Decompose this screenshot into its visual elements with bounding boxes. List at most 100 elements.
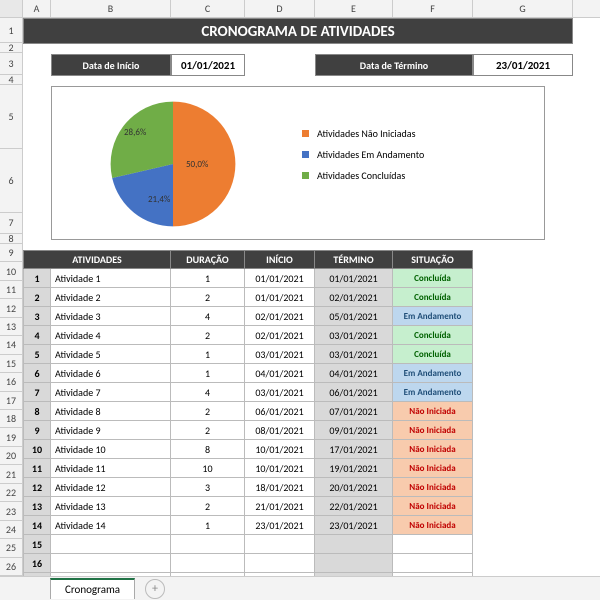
cell-start[interactable] <box>245 535 315 554</box>
cell-id[interactable]: 8 <box>23 402 51 421</box>
cell-id[interactable]: 10 <box>23 440 51 459</box>
table-row-empty[interactable]: 16 <box>23 554 573 573</box>
cell-start[interactable]: 23/01/2021 <box>245 516 315 535</box>
row-header-17[interactable]: 17 <box>0 392 22 410</box>
cell-status[interactable]: Não Iniciada <box>393 402 473 421</box>
table-row[interactable]: 4Atividade 4202/01/202103/01/2021Concluí… <box>23 326 573 345</box>
cell-start[interactable]: 10/01/2021 <box>245 440 315 459</box>
cell-start[interactable]: 01/01/2021 <box>245 288 315 307</box>
cell-activity[interactable]: Atividade 6 <box>51 364 171 383</box>
cell-end[interactable]: 06/01/2021 <box>315 383 393 402</box>
cell-duration[interactable]: 2 <box>171 288 245 307</box>
cell-end[interactable]: 07/01/2021 <box>315 402 393 421</box>
table-row[interactable]: 5Atividade 5103/01/202103/01/2021Concluí… <box>23 345 573 364</box>
cell-status[interactable]: Não Iniciada <box>393 421 473 440</box>
cell-id[interactable]: 13 <box>23 497 51 516</box>
cell-end[interactable] <box>315 554 393 573</box>
cell-activity[interactable] <box>51 554 171 573</box>
cell-end[interactable]: 05/01/2021 <box>315 307 393 326</box>
cell-end[interactable]: 04/01/2021 <box>315 364 393 383</box>
col-header-F[interactable]: F <box>393 0 473 17</box>
cell-end[interactable]: 19/01/2021 <box>315 459 393 478</box>
cell-id[interactable]: 7 <box>23 383 51 402</box>
cell-duration[interactable]: 2 <box>171 421 245 440</box>
row-header-4[interactable]: 4 <box>0 75 22 85</box>
cell-duration[interactable] <box>171 554 245 573</box>
cell-duration[interactable]: 1 <box>171 364 245 383</box>
cell-start[interactable]: 08/01/2021 <box>245 421 315 440</box>
table-row[interactable]: 9Atividade 9208/01/202109/01/2021Não Ini… <box>23 421 573 440</box>
row-header-11[interactable]: 11 <box>0 281 22 299</box>
cell-activity[interactable]: Atividade 7 <box>51 383 171 402</box>
cell-activity[interactable]: Atividade 3 <box>51 307 171 326</box>
cell-id[interactable]: 4 <box>23 326 51 345</box>
cell-id[interactable]: 12 <box>23 478 51 497</box>
cell-end[interactable]: 23/01/2021 <box>315 516 393 535</box>
cell-start[interactable]: 01/01/2021 <box>245 269 315 288</box>
cell-start[interactable]: 03/01/2021 <box>245 383 315 402</box>
cell-status[interactable]: Concluída <box>393 269 473 288</box>
row-header-5[interactable]: 5 <box>0 85 22 149</box>
col-header-E[interactable]: E <box>315 0 393 17</box>
cell-duration[interactable]: 2 <box>171 402 245 421</box>
cell-activity[interactable]: Atividade 10 <box>51 440 171 459</box>
cell-id[interactable]: 9 <box>23 421 51 440</box>
cell-activity[interactable]: Atividade 14 <box>51 516 171 535</box>
row-header-15[interactable]: 15 <box>0 355 22 373</box>
cell-status[interactable]: Não Iniciada <box>393 440 473 459</box>
table-row[interactable]: 14Atividade 14123/01/202123/01/2021Não I… <box>23 516 573 535</box>
cell-end[interactable]: 22/01/2021 <box>315 497 393 516</box>
cell-status[interactable]: Concluída <box>393 326 473 345</box>
cell-status[interactable]: Não Iniciada <box>393 459 473 478</box>
cell-status[interactable]: Não Iniciada <box>393 478 473 497</box>
cell-duration[interactable]: 1 <box>171 269 245 288</box>
cell-duration[interactable]: 3 <box>171 478 245 497</box>
cell-activity[interactable]: Atividade 4 <box>51 326 171 345</box>
table-row[interactable]: 11Atividade 111010/01/202119/01/2021Não … <box>23 459 573 478</box>
table-row[interactable]: 10Atividade 10810/01/202117/01/2021Não I… <box>23 440 573 459</box>
cell-start[interactable]: 06/01/2021 <box>245 402 315 421</box>
row-header-21[interactable]: 21 <box>0 465 22 483</box>
cell-status[interactable] <box>393 554 473 573</box>
cell-end[interactable]: 03/01/2021 <box>315 326 393 345</box>
row-header-14[interactable]: 14 <box>0 336 22 354</box>
cell-activity[interactable]: Atividade 2 <box>51 288 171 307</box>
cell-start[interactable]: 04/01/2021 <box>245 364 315 383</box>
row-header-9[interactable]: 9 <box>0 244 22 262</box>
cell-id[interactable]: 16 <box>23 554 51 573</box>
row-header-23[interactable]: 23 <box>0 502 22 520</box>
cell-status[interactable]: Em Andamento <box>393 307 473 326</box>
cell-activity[interactable]: Atividade 11 <box>51 459 171 478</box>
sheet-tab-cronograma[interactable]: Cronograma <box>50 578 135 599</box>
cell-activity[interactable]: Atividade 8 <box>51 402 171 421</box>
cell-duration[interactable]: 1 <box>171 345 245 364</box>
cell-end[interactable]: 02/01/2021 <box>315 288 393 307</box>
cell-start[interactable]: 10/01/2021 <box>245 459 315 478</box>
row-header-16[interactable]: 16 <box>0 373 22 391</box>
pie-chart[interactable]: 50,0% 21,4% 28,6% Atividades Não Iniciad… <box>51 86 545 240</box>
cell-end[interactable] <box>315 535 393 554</box>
cell-duration[interactable]: 4 <box>171 383 245 402</box>
cell-status[interactable]: Em Andamento <box>393 383 473 402</box>
row-header-6[interactable]: 6 <box>0 149 22 213</box>
cell-duration[interactable]: 4 <box>171 307 245 326</box>
cell-id[interactable]: 6 <box>23 364 51 383</box>
cell-start[interactable]: 03/01/2021 <box>245 345 315 364</box>
cell-start[interactable]: 21/01/2021 <box>245 497 315 516</box>
table-row[interactable]: 8Atividade 8206/01/202107/01/2021Não Ini… <box>23 402 573 421</box>
cell-start[interactable]: 02/01/2021 <box>245 326 315 345</box>
col-header-C[interactable]: C <box>171 0 245 17</box>
row-header-1[interactable]: 1 <box>0 18 22 43</box>
end-date-value[interactable]: 23/01/2021 <box>473 54 573 76</box>
cell-status[interactable]: Não Iniciada <box>393 516 473 535</box>
cell-activity[interactable]: Atividade 9 <box>51 421 171 440</box>
cell-duration[interactable]: 2 <box>171 326 245 345</box>
cell-start[interactable]: 02/01/2021 <box>245 307 315 326</box>
row-header-2[interactable]: 2 <box>0 43 22 53</box>
table-row[interactable]: 2Atividade 2201/01/202102/01/2021Concluí… <box>23 288 573 307</box>
table-row[interactable]: 7Atividade 7403/01/202106/01/2021Em Anda… <box>23 383 573 402</box>
row-header-8[interactable]: 8 <box>0 234 22 244</box>
cell-duration[interactable]: 8 <box>171 440 245 459</box>
row-header-12[interactable]: 12 <box>0 299 22 317</box>
cell-end[interactable]: 03/01/2021 <box>315 345 393 364</box>
